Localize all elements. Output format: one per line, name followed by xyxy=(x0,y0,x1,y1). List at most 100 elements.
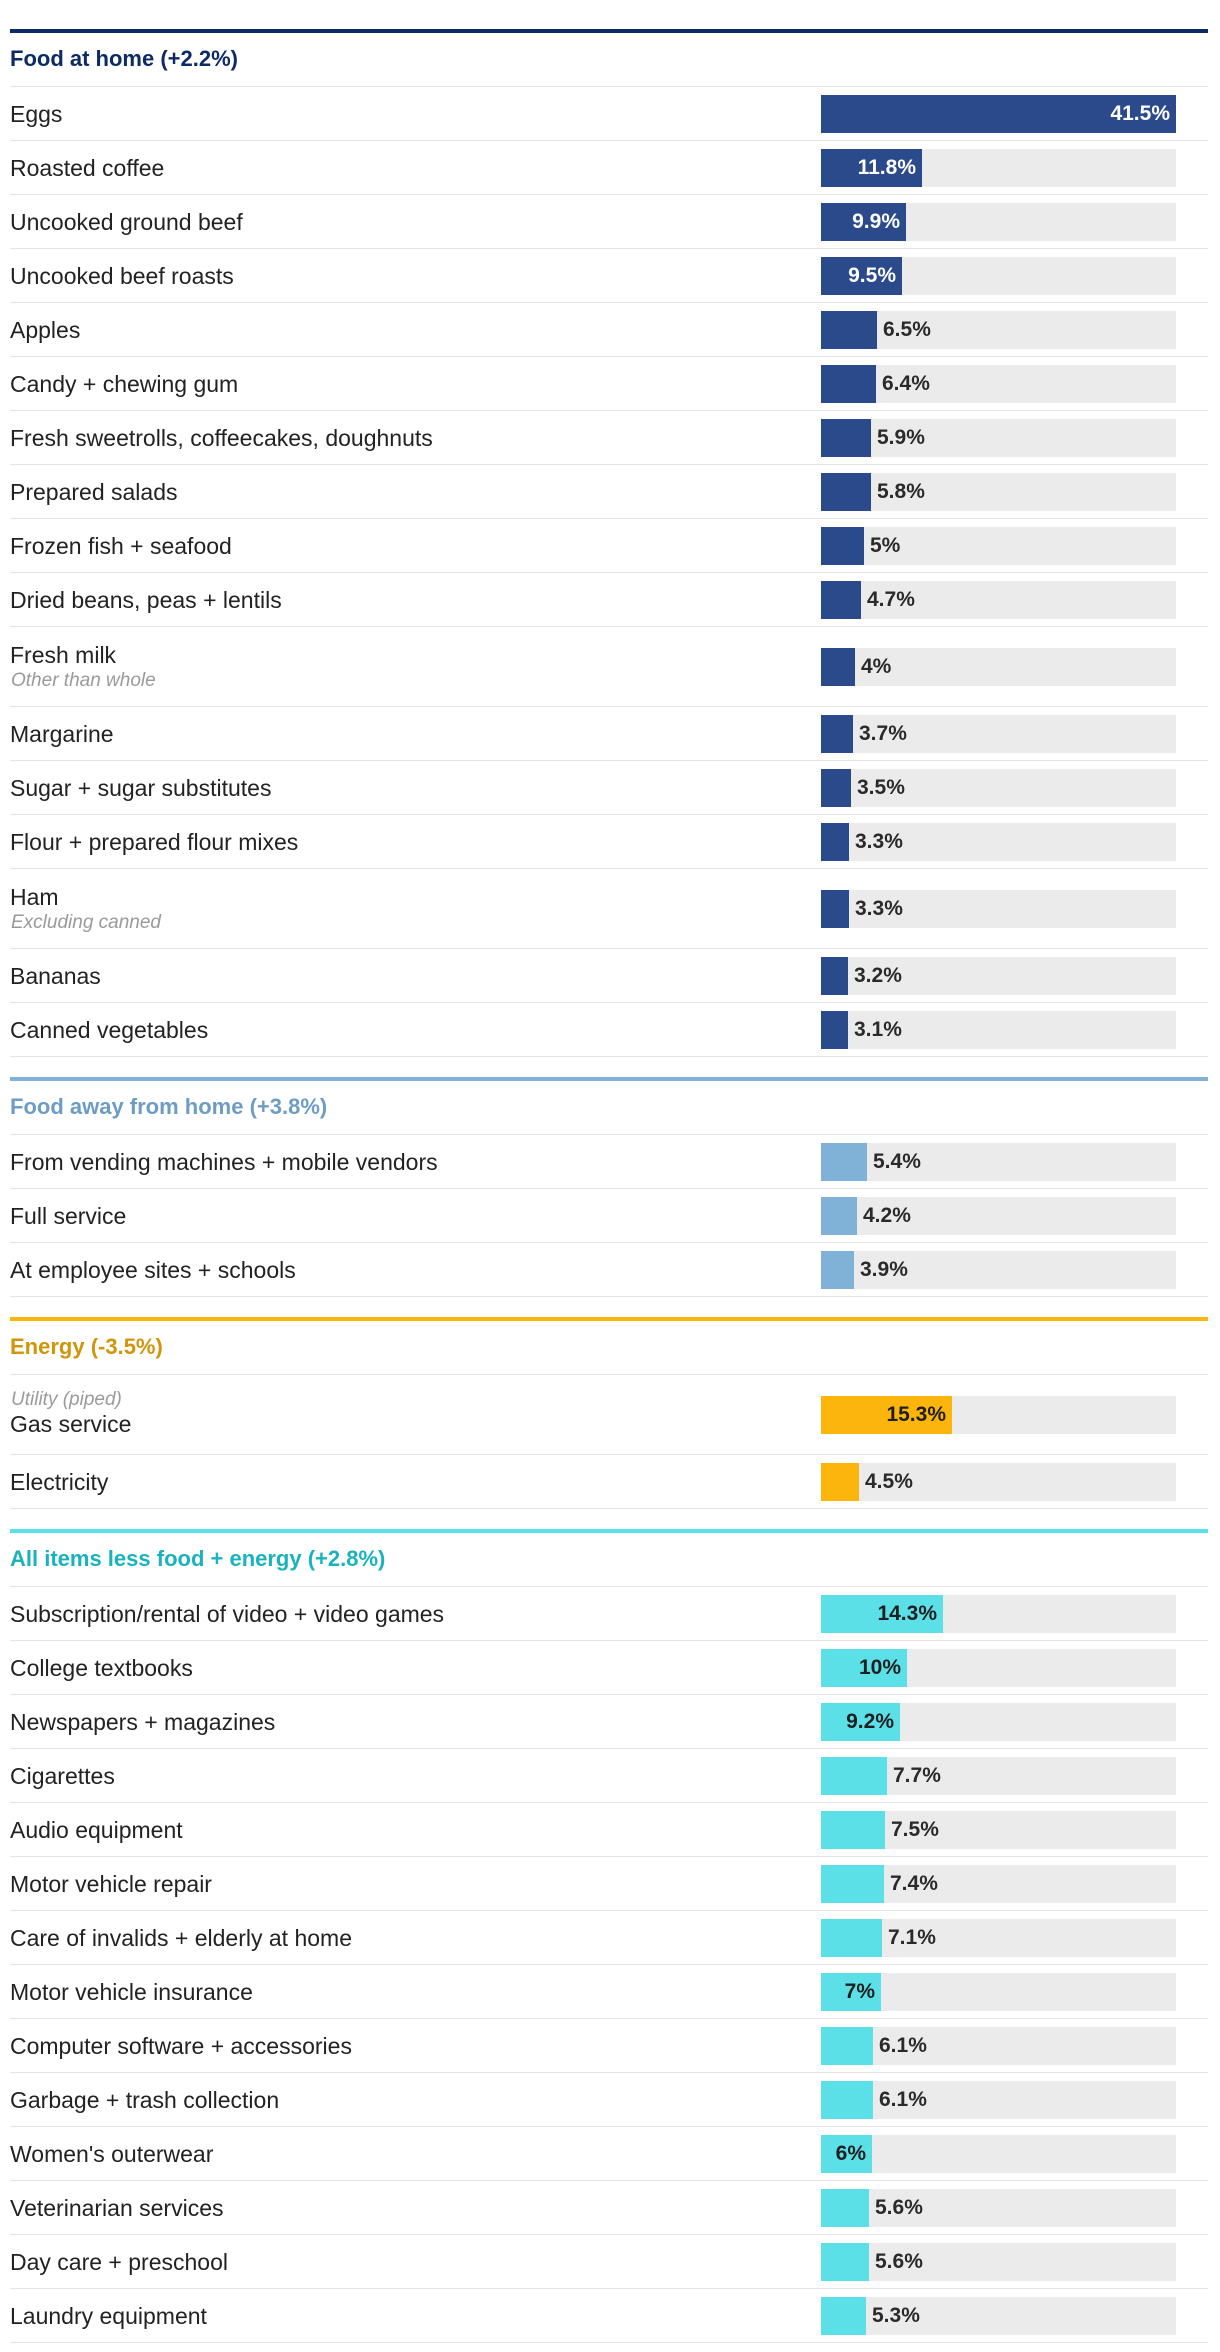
bar-row: Excluding canned Ham 3.3% xyxy=(10,869,1208,949)
bar xyxy=(821,311,877,349)
bar xyxy=(821,1865,884,1903)
bar-track: 5.8% xyxy=(821,473,1176,511)
bar-label: Candy + chewing gum xyxy=(10,371,239,397)
bar xyxy=(821,2297,866,2335)
bar-label: Fresh milk xyxy=(10,642,117,668)
bar-row: Utility (piped) Gas service 15.3% xyxy=(10,1375,1208,1455)
bar-row: Audio equipment 7.5% xyxy=(10,1803,1208,1857)
bar-track: 5% xyxy=(821,527,1176,565)
bar xyxy=(821,957,848,995)
bar-note: Utility (piped) xyxy=(11,1389,122,1410)
bar xyxy=(821,2081,873,2119)
bar xyxy=(821,1919,882,1957)
bar-track: 4.2% xyxy=(821,1197,1176,1235)
bar-row: Roasted coffee 11.8% xyxy=(10,141,1208,195)
bar-value-label: 15.3% xyxy=(886,1403,946,1426)
bar xyxy=(821,1143,867,1181)
row-divider xyxy=(10,194,1208,195)
bar-track: 3.3% xyxy=(821,823,1176,861)
bar-track: 4.5% xyxy=(821,1463,1176,1501)
bar xyxy=(821,2189,869,2227)
row-divider xyxy=(10,948,1208,949)
bar-value-label: 7.1% xyxy=(888,1926,936,1949)
bar-row: Apples 6.5% xyxy=(10,303,1208,357)
bar-row: Veterinarian services 5.6% xyxy=(10,2181,1208,2235)
bar-label: Computer software + accessories xyxy=(10,2033,352,2059)
bar-value-label: 6% xyxy=(835,2142,866,2165)
bar-track: 3.1% xyxy=(821,1011,1176,1049)
row-divider xyxy=(10,1748,1208,1749)
bar xyxy=(821,1973,881,2011)
row-divider xyxy=(10,518,1208,519)
bar-row: Fresh sweetrolls, coffeecakes, doughnuts… xyxy=(10,411,1208,465)
bar xyxy=(821,527,864,565)
row-divider xyxy=(10,2126,1208,2127)
row-divider xyxy=(10,868,1208,869)
row-divider xyxy=(10,2180,1208,2181)
bar-value-label: 7% xyxy=(844,1980,875,2003)
section-rule xyxy=(10,1077,1208,1081)
bar-label: Women's outerwear xyxy=(10,2141,214,2167)
bar-value-label: 3.7% xyxy=(859,722,907,745)
bar-value-label: 5.9% xyxy=(877,426,925,449)
bar-label: Ham xyxy=(10,884,59,910)
bar-row: Sugar + sugar substitutes 3.5% xyxy=(10,761,1208,815)
bar xyxy=(821,1463,859,1501)
bar xyxy=(821,1757,887,1795)
bar-track: 6.1% xyxy=(821,2081,1176,2119)
row-divider xyxy=(10,464,1208,465)
section-rule xyxy=(10,29,1208,33)
bar-track: 9.2% xyxy=(821,1703,1176,1741)
row-divider xyxy=(10,2072,1208,2073)
bar-row: Uncooked ground beef 9.9% xyxy=(10,195,1208,249)
bar-row: Computer software + accessories 6.1% xyxy=(10,2019,1208,2073)
bar-track: 5.4% xyxy=(821,1143,1176,1181)
bar-label: Sugar + sugar substitutes xyxy=(10,775,272,801)
bar-label: Garbage + trash collection xyxy=(10,2087,280,2113)
bar xyxy=(821,1251,854,1289)
bar-track: 6.5% xyxy=(821,311,1176,349)
bar-value-label: 6.1% xyxy=(879,2034,927,2057)
bar-row: Care of invalids + elderly at home 7.1% xyxy=(10,1911,1208,1965)
bar-row: Motor vehicle repair 7.4% xyxy=(10,1857,1208,1911)
bar-value-label: 5.6% xyxy=(875,2196,923,2219)
bar-row: Garbage + trash collection 6.1% xyxy=(10,2073,1208,2127)
bar xyxy=(821,715,853,753)
bar-row: Canned vegetables 3.1% xyxy=(10,1003,1208,1057)
row-divider xyxy=(10,1188,1208,1189)
bar-row: Dried beans, peas + lentils 4.7% xyxy=(10,573,1208,627)
bar xyxy=(821,149,922,187)
row-divider xyxy=(10,1640,1208,1641)
bar-track: 7.5% xyxy=(821,1811,1176,1849)
bar xyxy=(821,419,871,457)
bar-track: 10% xyxy=(821,1649,1176,1687)
bar-track: 5.6% xyxy=(821,2243,1176,2281)
bar-value-label: 3.3% xyxy=(855,830,903,853)
row-divider xyxy=(10,814,1208,815)
bar-row: Laundry equipment 5.3% xyxy=(10,2289,1208,2343)
bar-row: Frozen fish + seafood 5% xyxy=(10,519,1208,573)
bar-value-label: 4.2% xyxy=(863,1204,911,1227)
bar-value-label: 3.2% xyxy=(854,964,902,987)
bar-value-label: 9.9% xyxy=(852,210,900,233)
bar-value-label: 6.5% xyxy=(883,318,931,341)
bar-value-label: 3.5% xyxy=(857,776,905,799)
bar-row: Flour + prepared flour mixes 3.3% xyxy=(10,815,1208,869)
row-divider xyxy=(10,1910,1208,1911)
bar xyxy=(821,95,1176,133)
bar-label: Full service xyxy=(10,1203,127,1229)
bar-track: 3.3% xyxy=(821,890,1176,928)
bar-label: Motor vehicle repair xyxy=(10,1871,212,1897)
bar-label: Subscription/rental of video + video gam… xyxy=(10,1601,445,1627)
row-divider xyxy=(10,356,1208,357)
bar-label: Margarine xyxy=(10,721,114,747)
bar-row: Day care + preschool 5.6% xyxy=(10,2235,1208,2289)
bar-value-label: 5.6% xyxy=(875,2250,923,2273)
bar-track: 4.7% xyxy=(821,581,1176,619)
bar-label: Bananas xyxy=(10,963,101,989)
bar-value-label: 10% xyxy=(858,1656,901,1679)
section-title: Food at home (+2.2%) xyxy=(10,46,238,71)
bar-label: Uncooked beef roasts xyxy=(10,263,234,289)
section-title: Energy (-3.5%) xyxy=(10,1334,163,1359)
